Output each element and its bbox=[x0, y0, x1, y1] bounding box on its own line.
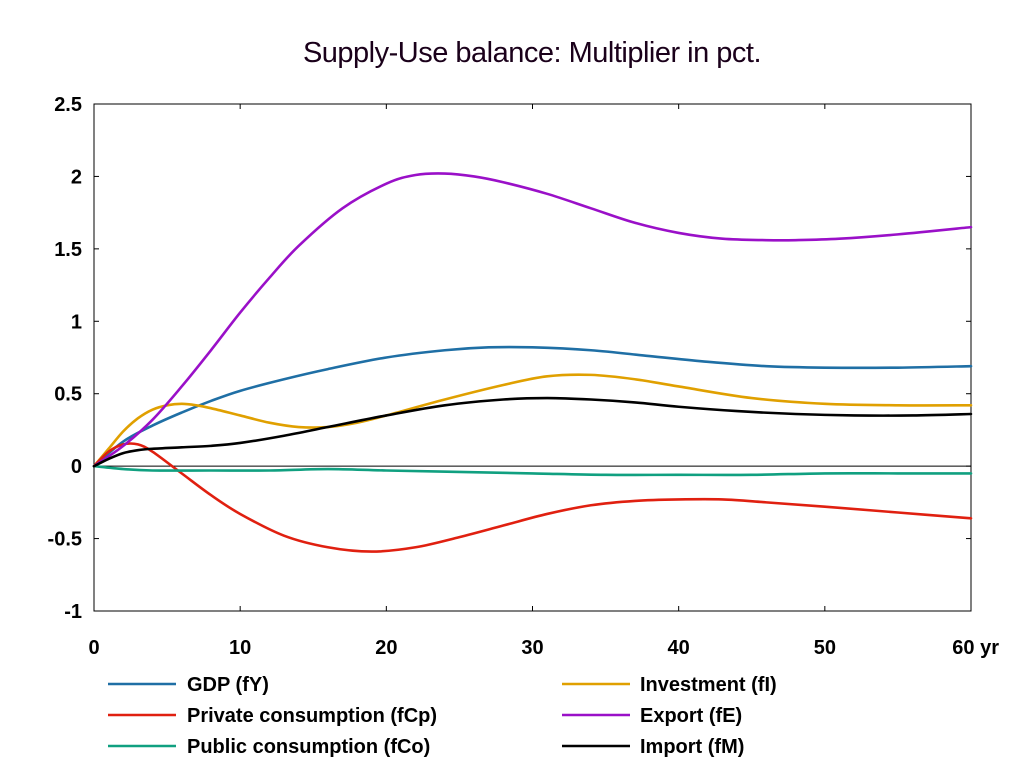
y-tick-label: 1.5 bbox=[54, 239, 82, 261]
plot-axes bbox=[93, 103, 972, 612]
legend-label-private-consumption-fcp: Private consumption (fCp) bbox=[187, 705, 437, 727]
y-tick-label: -0.5 bbox=[48, 529, 82, 551]
y-tick-label: 1 bbox=[71, 311, 82, 333]
series-lines bbox=[92, 172, 973, 553]
x-tick-label: 20 bbox=[375, 637, 397, 659]
x-tick-label: 10 bbox=[229, 637, 251, 659]
legend-label-export-fe: Export (fE) bbox=[640, 705, 742, 727]
series-line-public-consumption-fco bbox=[92, 464, 973, 477]
y-tick-label: 2 bbox=[71, 166, 82, 188]
x-tick-label: 0 bbox=[88, 637, 99, 659]
y-tick-label: 0 bbox=[71, 456, 82, 478]
y-tick-label: -1 bbox=[64, 601, 82, 623]
x-tick-label: 50 bbox=[814, 637, 836, 659]
x-tick-label: 30 bbox=[521, 637, 543, 659]
y-axis-ticks: -1 -0.5 0 0.5 1 1.5 2 2.5 bbox=[48, 94, 971, 623]
y-tick-label: 0.5 bbox=[54, 384, 82, 406]
x-tick-label: 60 yr bbox=[952, 637, 999, 659]
series-line-export-fe bbox=[92, 172, 973, 468]
x-tick-label: 40 bbox=[668, 637, 690, 659]
x-axis-ticks: 0 10 20 30 40 50 60 yr bbox=[88, 104, 999, 659]
series-line-private-consumption-fcp bbox=[92, 442, 973, 553]
chart-title: Supply-Use balance: Multiplier in pct. bbox=[303, 37, 761, 69]
y-tick-label: 2.5 bbox=[54, 94, 82, 116]
series-line-investment-fi bbox=[92, 373, 973, 468]
plot-frame bbox=[93, 103, 972, 612]
legend-label-public-consumption-fco: Public consumption (fCo) bbox=[187, 736, 430, 758]
series-line-import-fm bbox=[92, 396, 973, 468]
legend-label-investment-fi: Investment (fI) bbox=[640, 674, 777, 696]
legend-label-import-fm: Import (fM) bbox=[640, 736, 744, 758]
series-line-gdp-fy bbox=[92, 345, 973, 468]
legend-label-gdp-fy: GDP (fY) bbox=[187, 674, 269, 696]
legend: GDP (fY) Investment (fI) Private consumpti… bbox=[108, 674, 777, 758]
